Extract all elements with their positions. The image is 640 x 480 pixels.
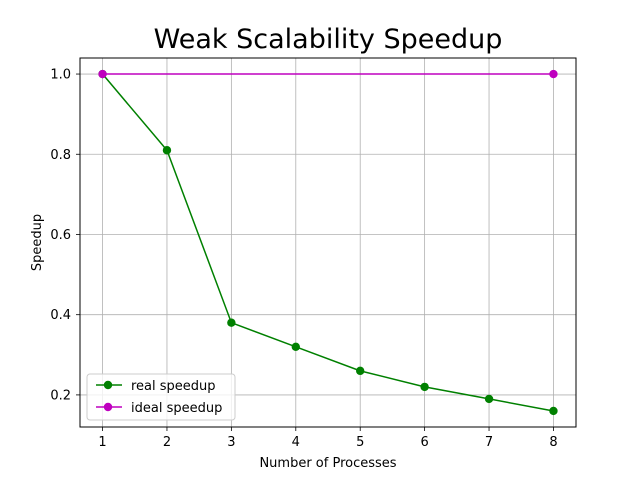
legend-box <box>86 373 236 421</box>
x-tick-label: 4 <box>292 435 300 450</box>
y-axis-label: Speedup <box>30 214 45 271</box>
series-point-0 <box>356 366 365 376</box>
x-tick-label: 2 <box>163 435 171 450</box>
series-point-0 <box>291 342 300 351</box>
legend-label-real: real speedup <box>131 379 216 394</box>
legend-marker-ideal <box>103 402 113 412</box>
series-point-0 <box>484 394 494 404</box>
legend: real speedup ideal speedup <box>86 373 236 421</box>
plot-frame <box>79 57 577 428</box>
y-tick-label: 0.4 <box>50 308 71 323</box>
x-tick-label: 3 <box>227 435 235 450</box>
x-tick-label: 8 <box>549 435 557 450</box>
x-tick-label: 5 <box>356 435 364 450</box>
series-point-1 <box>98 69 107 79</box>
series-point-0 <box>420 382 429 392</box>
x-axis-label: Number of Processes <box>259 456 396 471</box>
axis-ticks: 1 2 3 4 5 6 7 8 0.2 0.4 0.6 0.8 1.0 <box>50 68 557 450</box>
y-tick-label: 0.6 <box>50 228 71 243</box>
series-line-0 <box>101 73 554 412</box>
x-tick-label: 1 <box>98 435 106 450</box>
series-point-0 <box>549 406 558 416</box>
y-tick-label: 0.8 <box>50 148 71 163</box>
legend-label-ideal: ideal speedup <box>131 401 222 416</box>
y-tick-label: 1.0 <box>50 68 71 83</box>
x-tick-label: 7 <box>485 435 493 450</box>
series-point-0 <box>162 146 172 155</box>
chart-title: Weak Scalability Speedup <box>154 24 503 55</box>
plot-series <box>98 69 558 416</box>
series-point-0 <box>227 318 236 327</box>
series-point-1 <box>549 69 558 79</box>
legend-marker-real <box>103 380 113 390</box>
x-tick-label: 6 <box>420 435 428 450</box>
y-tick-label: 0.2 <box>50 388 71 403</box>
